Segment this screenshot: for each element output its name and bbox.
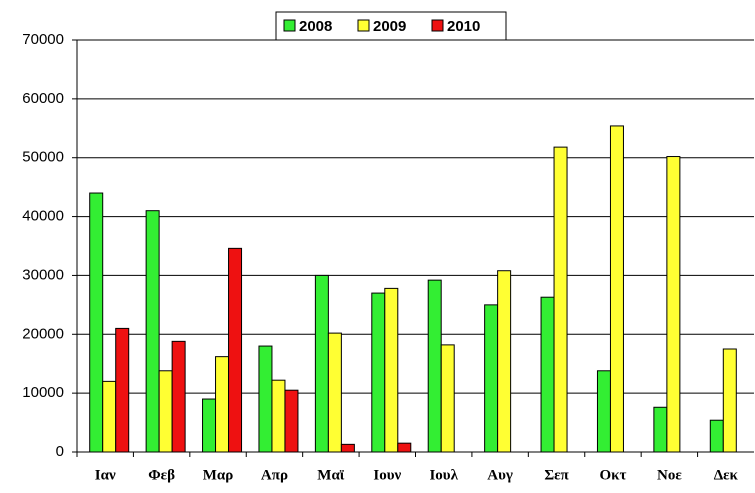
bar	[484, 304, 499, 453]
bar	[202, 398, 217, 453]
bar	[145, 210, 160, 453]
bar	[666, 156, 681, 453]
x-tick-label: Μαϊ	[317, 467, 345, 483]
y-tick-label: 20000	[22, 325, 64, 342]
bar	[340, 443, 355, 453]
bar	[384, 287, 399, 453]
bar	[397, 442, 412, 453]
bar	[314, 274, 329, 453]
legend-label: 2009	[373, 18, 406, 35]
x-tick-label: Δεκ	[714, 467, 739, 483]
bar	[427, 279, 442, 453]
bar	[497, 270, 512, 453]
x-tick-label: Απρ	[261, 467, 288, 483]
bar	[115, 327, 130, 453]
y-tick-label: 0	[56, 443, 64, 460]
bar	[284, 389, 299, 453]
bar	[440, 344, 455, 453]
y-tick-label: 30000	[22, 266, 64, 283]
legend-box	[275, 11, 507, 41]
legend-swatch	[357, 19, 370, 32]
x-tick-label: Ιουλ	[429, 467, 458, 483]
bar	[653, 406, 668, 453]
x-tick-label: Μαρ	[203, 467, 234, 483]
bar	[89, 192, 104, 453]
bar	[228, 247, 243, 453]
bar	[271, 379, 286, 453]
x-tick-label: Νοε	[657, 467, 682, 483]
bar	[609, 125, 624, 453]
bar	[102, 380, 117, 453]
legend-label: 2010	[447, 18, 480, 35]
x-tick-label: Φεβ	[148, 467, 175, 483]
y-tick-label: 10000	[22, 384, 64, 401]
legend-swatch	[431, 19, 444, 32]
x-tick-label: Ιαν	[95, 467, 116, 483]
x-tick-label: Οκτ	[599, 467, 626, 483]
bar	[158, 370, 173, 453]
bar	[722, 348, 737, 453]
bar	[258, 345, 273, 453]
bar	[596, 370, 611, 453]
y-tick-label: 50000	[22, 149, 64, 166]
y-tick-label: 70000	[22, 31, 64, 48]
x-tick-label: Σεπ	[544, 467, 569, 483]
bar	[171, 340, 186, 453]
bar	[371, 292, 386, 453]
bar	[215, 356, 230, 453]
legend-swatch	[283, 19, 296, 32]
x-tick-label: Ιουν	[373, 467, 401, 483]
x-tick-label: Αυγ	[487, 467, 513, 483]
y-tick-label: 40000	[22, 208, 64, 225]
y-tick-label: 60000	[22, 90, 64, 107]
bar	[709, 419, 724, 453]
legend-label: 2008	[299, 18, 332, 35]
bar	[327, 332, 342, 453]
bar	[540, 296, 555, 453]
bar	[553, 146, 568, 453]
